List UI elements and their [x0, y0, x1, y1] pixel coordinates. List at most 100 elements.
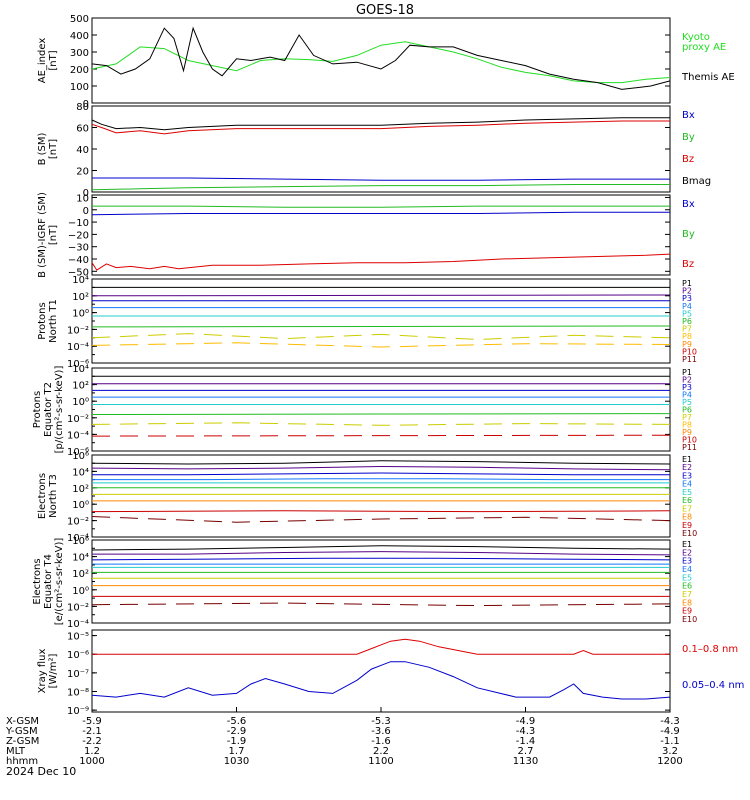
series-line-p8: [91, 342, 671, 348]
y-tick-label: 10⁻²: [67, 414, 89, 425]
y-tick-label: 10⁻⁶: [67, 650, 89, 661]
y-axis-label: [e/(cm²-s-sr-keV)]: [54, 538, 65, 626]
series-line-e4: [92, 478, 670, 481]
y-tick-label: −30: [68, 243, 89, 254]
y-tick-label: 10⁻⁶: [67, 359, 89, 370]
legend-entry: P4: [682, 391, 692, 400]
x-tick-label-z-gsm: -1.1: [660, 736, 680, 747]
y-axis-label: B (SM): [37, 132, 48, 165]
x-tick-label-x-gsm: -4.3: [660, 716, 680, 727]
legend-entry: E4: [682, 565, 692, 574]
date-label: 2024 Dec 10: [6, 765, 76, 778]
panel-frame: [91, 629, 671, 713]
y-tick-label: 10⁶: [72, 536, 89, 547]
y-axis-label: AE_index: [37, 38, 48, 84]
x-tick-label-y-gsm: -2.1: [82, 726, 102, 737]
legend-entry: E4: [682, 480, 692, 489]
y-tick-label: 500: [70, 14, 89, 25]
y-tick-label: 10⁻⁵: [67, 632, 89, 643]
series-line-by: [92, 205, 670, 208]
series-line-e2: [91, 465, 671, 471]
legend-entry: 0.1–0.8 nm: [682, 644, 738, 655]
panel-b_sm: 0 20 40 60 80 B (SM) [nT] Bx By Bz Bmag: [37, 102, 711, 199]
panel-frame: [91, 194, 671, 276]
x-tick-label-x-gsm: -4.9: [516, 716, 536, 727]
legend-entry: proxy AE: [682, 42, 726, 53]
legend-entry: P11: [682, 355, 697, 364]
y-tick-label: 10⁻²: [67, 602, 89, 613]
legend-entry: Bmag: [682, 176, 711, 187]
panel-protons_t1: 10⁻⁶ 10⁻⁴ 10⁻² 10⁰ 10² 10⁴ Protons North T1 P1P2…: [37, 275, 697, 370]
legend-entry: P8: [682, 421, 692, 430]
x-tick-label-mlt: 2.7: [518, 746, 534, 757]
x-row-label: Y-GSM: [5, 726, 38, 737]
y-tick-label: 10⁻⁸: [67, 688, 89, 699]
x-tick-label-z-gsm: -2.2: [82, 736, 102, 747]
series-line-bx: [91, 211, 670, 216]
y-tick-label: 10⁻²: [67, 325, 89, 336]
legend-entry: E3: [682, 557, 692, 566]
x-tick-label-hhmm: 1100: [368, 756, 393, 767]
legend-entry: E6: [682, 582, 692, 591]
legend-entry: E8: [682, 598, 692, 607]
y-tick-label: 200: [70, 65, 89, 76]
legend-entry: Bx: [682, 199, 695, 210]
x-tick-label-y-gsm: -3.6: [371, 726, 391, 737]
x-tick-label-y-gsm: -4.3: [516, 726, 536, 737]
x-tick-label-y-gsm: -4.9: [660, 726, 680, 737]
legend-entry: P2: [682, 287, 692, 296]
legend-entry: P5: [682, 398, 692, 407]
y-axis-label: North T3: [48, 474, 59, 518]
y-axis-label: Equator T4: [43, 554, 54, 609]
legend-entry: P10: [682, 347, 697, 356]
y-axis-label: [nT]: [48, 225, 59, 245]
y-axis-label: Xray flux: [37, 649, 48, 694]
legend-entry: P7: [682, 413, 692, 422]
y-tick-label: 10⁻⁴: [67, 342, 89, 353]
panel-electrons_t4: 10⁻⁴ 10⁻² 10⁰ 10² 10⁴ 10⁶ Electrons Equator T4[…: [32, 536, 697, 630]
legend-entry: Themis AE: [681, 72, 735, 83]
x-tick-label-mlt: 1.2: [84, 746, 100, 757]
series-line-bmag: [91, 117, 670, 131]
series-line-e3: [91, 557, 671, 561]
legend-entry: E9: [682, 607, 692, 616]
y-tick-label: 10²: [72, 292, 89, 303]
legend-entry: P4: [682, 302, 692, 311]
series-line-p6: [91, 325, 671, 328]
x-tick-label-z-gsm: -1.6: [371, 736, 391, 747]
legend-entry: E10: [682, 615, 697, 624]
legend-entry: E1: [682, 540, 692, 549]
panel-frame: [91, 278, 671, 364]
x-tick-label-mlt: 3.2: [662, 746, 678, 757]
legend-entry: P9: [682, 340, 692, 349]
x-tick-label-x-gsm: -5.3: [371, 716, 391, 727]
legend-entry: P8: [682, 332, 692, 341]
legend-entry: 0.05–0.4 nm: [682, 680, 744, 691]
legend-entry: P3: [682, 383, 692, 392]
y-axis-label: Electrons: [37, 473, 48, 519]
x-tick-label-y-gsm: -2.9: [227, 726, 247, 737]
series-line-p9: [91, 434, 671, 437]
series-line-bz: [91, 253, 671, 271]
x-tick-label-mlt: 1.7: [229, 746, 245, 757]
legend-entry: E2: [682, 463, 692, 472]
y-tick-label: 10⁻⁴: [67, 533, 89, 544]
y-tick-label: 10⁻⁶: [67, 447, 89, 458]
y-tick-label: 60: [76, 124, 89, 135]
y-tick-label: 10⁴: [72, 467, 89, 478]
panel-b_igrf: −50−40−30 −20−100 10 B (SM)-IGRF (SM) [nT] Bx…: [37, 192, 695, 278]
x-tick-label-x-gsm: -5.6: [227, 716, 247, 727]
x-tick-label-mlt: 2.2: [373, 746, 389, 757]
series-line-e3: [92, 472, 670, 476]
x-row-label: hhmm: [6, 756, 38, 767]
y-tick-label: 400: [70, 31, 89, 42]
panel-frame: [91, 539, 671, 624]
x-tick-label-hhmm: 1130: [513, 756, 538, 767]
legend-entry: E8: [682, 513, 692, 522]
y-axis-label: Protons: [32, 391, 43, 428]
